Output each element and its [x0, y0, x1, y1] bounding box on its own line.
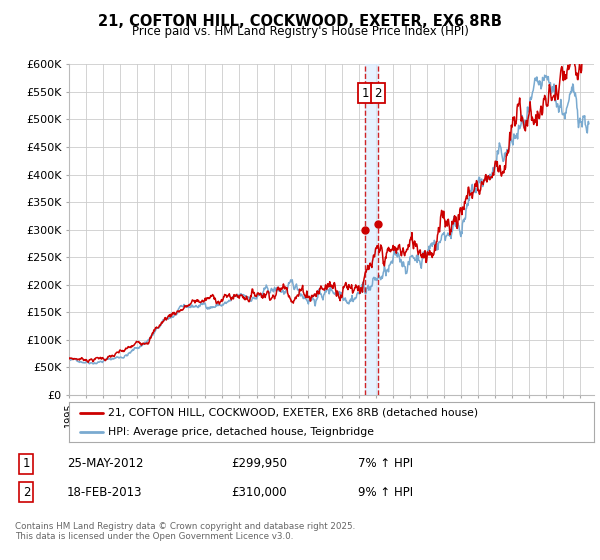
Text: 25-MAY-2012: 25-MAY-2012	[67, 458, 143, 470]
Text: 2: 2	[23, 486, 30, 498]
Text: 1: 1	[361, 87, 369, 100]
Text: 9% ↑ HPI: 9% ↑ HPI	[358, 486, 413, 498]
Bar	[365, 64, 378, 395]
Text: HPI: Average price, detached house, Teignbridge: HPI: Average price, detached house, Teig…	[109, 427, 374, 437]
Text: 2: 2	[374, 87, 382, 100]
Text: 21, COFTON HILL, COCKWOOD, EXETER, EX6 8RB: 21, COFTON HILL, COCKWOOD, EXETER, EX6 8…	[98, 14, 502, 29]
Text: 18-FEB-2013: 18-FEB-2013	[67, 486, 142, 498]
Text: Price paid vs. HM Land Registry's House Price Index (HPI): Price paid vs. HM Land Registry's House …	[131, 25, 469, 38]
Text: 1: 1	[23, 458, 30, 470]
Text: 7% ↑ HPI: 7% ↑ HPI	[358, 458, 413, 470]
Text: £299,950: £299,950	[231, 458, 287, 470]
Text: Contains HM Land Registry data © Crown copyright and database right 2025.
This d: Contains HM Land Registry data © Crown c…	[15, 522, 355, 542]
Text: £310,000: £310,000	[231, 486, 287, 498]
Text: 21, COFTON HILL, COCKWOOD, EXETER, EX6 8RB (detached house): 21, COFTON HILL, COCKWOOD, EXETER, EX6 8…	[109, 408, 479, 418]
